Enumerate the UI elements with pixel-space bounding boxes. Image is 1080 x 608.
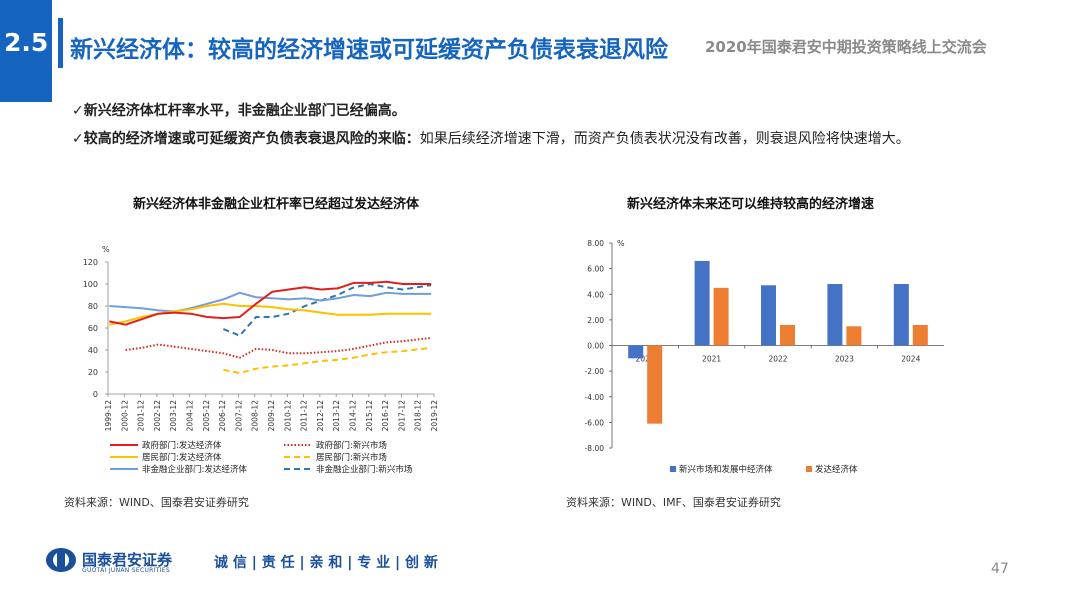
- y-tick-label: 0.00: [587, 342, 604, 351]
- series-line: [223, 283, 432, 337]
- bar: [780, 325, 795, 346]
- right-chart-title: 新兴经济体未来还可以维持较高的经济增速: [627, 197, 875, 212]
- growth-bar-chart: % 8.00 6.00 4.00 2.00 0.00 -2.00 -4.00 -6.00 -8.0…: [585, 239, 944, 475]
- legend-label: 居民部门:发达经济体: [142, 452, 222, 463]
- x-tick-label: 2020: [636, 355, 655, 364]
- series-line: [223, 346, 432, 375]
- series-line: [125, 336, 432, 359]
- x-tick-label: 2013-12: [332, 400, 341, 432]
- x-tick-label: 2004-12: [186, 400, 195, 432]
- x-tick-label: 2008-12: [251, 400, 260, 432]
- y-tick-label: -8.00: [585, 444, 605, 453]
- leverage-line-chart: % 0 20 40 60 80 100 120 1999-12 2000-12 2001-12 200…: [83, 245, 439, 475]
- right-source: 资料来源：WIND、IMF、国泰君安证券研究: [566, 496, 781, 509]
- series-line: [109, 291, 432, 313]
- x-tick-label: 2014-12: [349, 400, 358, 432]
- bullet-2-bold: 较高的经济增速或可延缓资产负债表衰退风险的来临：: [83, 131, 420, 147]
- bar: [893, 284, 909, 346]
- x-tick-label: 2017-12: [397, 400, 406, 432]
- legend-label: 新兴市场和发展中经济体: [679, 464, 773, 475]
- section-badge: 2.5: [0, 0, 52, 102]
- x-tick-label: 2009-12: [267, 400, 276, 432]
- x-tick-label: 2012-12: [316, 400, 325, 432]
- legend-label: 政府部门:发达经济体: [142, 440, 222, 451]
- y-axis-unit: %: [617, 239, 625, 248]
- page-number: 47: [991, 561, 1009, 577]
- bar: [846, 326, 862, 346]
- bar: [827, 284, 843, 346]
- check-icon: ✓: [72, 131, 84, 147]
- company-name-en: GUOTAI JUNAN SECURITIES: [82, 567, 170, 574]
- legend-label: 非金融企业部门:发达经济体: [142, 464, 247, 475]
- bullet-1: ✓新兴经济体杠杆率水平，非金融企业部门已经偏高。: [72, 100, 406, 120]
- y-tick-label: 0: [93, 390, 98, 399]
- series-line: [109, 280, 432, 326]
- x-tick-label: 2022: [768, 355, 787, 364]
- y-tick-label: 8.00: [587, 239, 604, 248]
- x-tick-label: 2019-12: [430, 400, 439, 432]
- y-tick-label: 2.00: [587, 316, 604, 325]
- y-tick-label: -6.00: [585, 418, 605, 427]
- x-tick-label: 2011-12: [300, 400, 309, 432]
- x-tick-label: 2016-12: [381, 400, 390, 432]
- legend-label: 政府部门:新兴市场: [316, 440, 387, 451]
- x-tick-label: 2001-12: [137, 400, 146, 432]
- legend-label: 发达经济体: [815, 464, 858, 475]
- header-divider: [58, 18, 63, 68]
- y-tick-label: -4.00: [585, 393, 605, 402]
- x-tick-label: 2005-12: [202, 400, 211, 432]
- x-tick-label: 2003-12: [169, 400, 178, 432]
- company-logo-icon: [46, 548, 76, 572]
- x-tick-label: 2006-12: [218, 400, 227, 432]
- company-slogan: 诚 信 | 责 任 | 亲 和 | 专 业 | 创 新: [214, 555, 438, 571]
- x-tick-label: 2007-12: [234, 400, 243, 432]
- company-name: 国泰君安证券: [82, 551, 173, 569]
- page-subtitle: 2020年国泰君安中期投资策略线上交流会: [705, 38, 987, 56]
- x-tick-label: 2002-12: [153, 400, 162, 432]
- page-title: 新兴经济体：较高的经济增速或可延缓资产负债表衰退风险: [70, 37, 668, 63]
- legend-label: 非金融企业部门:新兴市场: [316, 464, 412, 475]
- check-icon: ✓: [72, 103, 84, 119]
- bar: [713, 287, 729, 346]
- x-tick-label: 2000-12: [120, 400, 129, 432]
- y-tick-label: 60: [88, 324, 98, 333]
- y-tick-label: 6.00: [587, 265, 604, 274]
- y-tick-label: 80: [88, 302, 98, 311]
- bar: [647, 345, 663, 424]
- bar: [761, 285, 776, 346]
- section-number: 2.5: [4, 28, 49, 57]
- legend-swatch: [806, 466, 812, 472]
- bar: [694, 260, 710, 346]
- x-tick-label: 2023: [835, 355, 854, 364]
- x-tick-label: 2018-12: [414, 400, 423, 432]
- y-tick-label: 120: [83, 258, 98, 267]
- x-tick-label: 2015-12: [365, 400, 374, 432]
- bar: [912, 325, 928, 346]
- left-chart-title: 新兴经济体非金融企业杠杆率已经超过发达经济体: [133, 197, 420, 212]
- y-axis-unit: %: [102, 245, 110, 254]
- legend-label: 居民部门:新兴市场: [316, 452, 387, 463]
- legend-swatch: [670, 466, 676, 472]
- y-tick-label: 100: [83, 280, 98, 289]
- x-tick-label: 2024: [901, 355, 920, 364]
- bullet-1-bold: 新兴经济体杠杆率水平，非金融企业部门已经偏高。: [83, 103, 406, 119]
- x-tick-label: 1999-12: [104, 400, 113, 432]
- y-tick-label: 4.00: [587, 290, 604, 299]
- y-tick-label: 40: [88, 346, 98, 355]
- x-tick-label: 2010-12: [283, 400, 292, 432]
- y-tick-label: -2.00: [585, 367, 605, 376]
- x-tick-label: 2021: [702, 355, 721, 364]
- bar: [628, 345, 644, 359]
- bullet-2-text: 如果后续经济增速下滑，而资产负债表状况没有改善，则衰退风险将快速增大。: [419, 131, 910, 147]
- bullet-2: ✓较高的经济增速或可延缓资产负债表衰退风险的来临：如果后续经济增速下滑，而资产负…: [72, 128, 910, 148]
- left-source: 资料来源：WIND、国泰君安证券研究: [64, 496, 249, 509]
- y-tick-label: 20: [88, 368, 98, 377]
